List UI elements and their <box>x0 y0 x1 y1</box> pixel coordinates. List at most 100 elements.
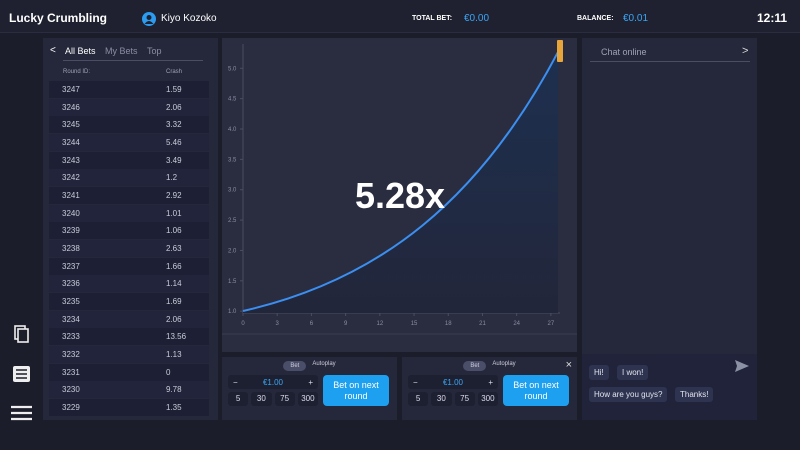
bet-row: 3245 3.32 <box>49 116 209 134</box>
crash-value: 1.69 <box>166 297 182 307</box>
quick-bet[interactable]: 75 <box>454 392 475 406</box>
game-chart: 0 3 6 9 12 15 18 21 24 27 1.0 1.5 2.0 2.5 3.0 3.5 4.0 4.5… <box>222 38 577 352</box>
tab[interactable]: My Bets <box>105 46 138 56</box>
bet-button[interactable]: Bet on next round <box>503 375 569 406</box>
minus-button[interactable]: − <box>413 377 418 387</box>
round-id: 3246 <box>62 102 80 112</box>
bet-row: 3243 3.49 <box>49 151 209 169</box>
multiplier: 5.28x <box>355 175 445 216</box>
bet-row: 3247 1.59 <box>49 81 209 98</box>
list-icon[interactable] <box>13 366 30 382</box>
curve-area <box>243 52 558 313</box>
round-id: 3236 <box>62 279 80 289</box>
y-tick-label: 3.5 <box>228 157 237 163</box>
y-tick-label: 4.5 <box>228 97 237 103</box>
tab[interactable]: All Bets <box>65 46 96 56</box>
crash-value: 2.92 <box>166 191 182 201</box>
x-tick-label: 21 <box>479 321 486 327</box>
quick-bet[interactable]: 5 <box>408 392 429 406</box>
y-tick-label: 2.0 <box>228 248 237 254</box>
column-header: Round ID: <box>63 69 91 75</box>
crash-value: 1.35 <box>166 403 182 413</box>
divider <box>63 60 203 61</box>
x-tick-label: 24 <box>513 321 520 327</box>
chat-panel: Chat online > Hi! I won! How are you guy… <box>582 38 757 420</box>
quick-bet[interactable]: 30 <box>251 392 272 406</box>
crash-value: 1.66 <box>166 261 182 271</box>
y-tick-label: 1.0 <box>228 309 237 315</box>
bet-amount[interactable]: €1.00 <box>262 377 284 387</box>
close-button[interactable]: × <box>565 359 572 371</box>
bet-row: 3229 1.35 <box>49 399 209 417</box>
crash-value: 13.56 <box>166 332 187 342</box>
top-bar: Lucky Crumbling Kiyo Kozoko TOTAL BET: €… <box>0 0 800 33</box>
bet-row: 3237 1.66 <box>49 257 209 275</box>
bet-row: 3233 13.56 <box>49 328 209 346</box>
quick-bet[interactable]: 5 <box>228 392 249 406</box>
x-tick-label: 6 <box>310 321 314 327</box>
minus-button[interactable]: − <box>233 377 238 387</box>
quick-bet[interactable]: 300 <box>297 392 318 406</box>
round-id: 3247 <box>62 85 80 94</box>
quick-bet[interactable]: 30 <box>431 392 452 406</box>
tab[interactable]: Autoplay <box>312 361 336 367</box>
round-id: 3240 <box>62 208 80 218</box>
crash-curve <box>242 51 559 312</box>
tab[interactable]: Autoplay <box>492 361 516 367</box>
bet-row: 3231 0 <box>49 363 209 381</box>
bet-row: 3241 2.92 <box>49 187 209 205</box>
y-tick-label: 3.0 <box>228 188 237 194</box>
y-tick-label: 4.0 <box>228 127 237 133</box>
back-arrow[interactable]: < <box>50 45 56 56</box>
quick-bet[interactable]: 75 <box>274 392 295 406</box>
crash-value: 3.49 <box>166 155 182 165</box>
round-id: 3229 <box>62 403 80 413</box>
bet-amount[interactable]: €1.00 <box>442 377 464 387</box>
crash-value: 5.46 <box>166 138 182 147</box>
side-menu <box>11 325 32 421</box>
crash-value: 2.63 <box>166 244 182 254</box>
bet-row: 3242 1.2 <box>49 169 209 187</box>
user-icon <box>142 12 156 26</box>
tab[interactable]: Top <box>147 46 162 56</box>
round-id: 3233 <box>62 332 80 342</box>
quick-bet[interactable]: 300 <box>477 392 498 406</box>
round-id: 3245 <box>62 120 80 130</box>
app-title: Lucky Crumbling <box>9 11 108 25</box>
crash-value: 1.2 <box>166 173 178 183</box>
round-id: 3244 <box>62 138 80 147</box>
chat-toggle[interactable]: > <box>742 45 749 57</box>
bet-row: 3230 9.78 <box>49 381 209 399</box>
chat-message: Thanks! <box>675 387 714 402</box>
menu-icon[interactable] <box>11 405 32 421</box>
crash-value: 0 <box>166 367 171 377</box>
send-button[interactable] <box>734 359 750 373</box>
total-bet: €0.00 <box>464 13 490 24</box>
chat-title: Chat online <box>601 47 647 57</box>
tab[interactable]: Bet <box>463 361 487 371</box>
x-tick-label: 12 <box>376 321 383 327</box>
round-id: 3237 <box>62 261 80 271</box>
round-id: 3238 <box>62 244 80 254</box>
plus-button[interactable]: + <box>488 377 493 387</box>
tab[interactable]: Bet <box>283 361 307 371</box>
user-name[interactable]: Kiyo Kozoko <box>161 13 217 24</box>
crash-value: 1.01 <box>166 208 182 218</box>
x-tick-label: 3 <box>276 321 280 327</box>
bet-row: 3246 2.06 <box>49 98 209 116</box>
crash-value: 3.32 <box>166 120 182 130</box>
crash-value: 9.78 <box>166 385 182 395</box>
copy-icon[interactable] <box>14 325 29 343</box>
bet-panel: × Bet Autoplay − €1.00 + 5 30 75 300 Bet on ne… <box>402 357 577 420</box>
rocket-marker <box>557 40 563 62</box>
y-tick-label: 1.5 <box>228 279 237 285</box>
plus-button[interactable]: + <box>308 377 313 387</box>
x-tick-label: 0 <box>241 321 245 327</box>
bets-panel: < All Bets My Bets Top Round ID: Crash 3… <box>43 38 218 420</box>
bet-row: 3238 2.63 <box>49 240 209 258</box>
crash-value: 1.14 <box>166 279 182 289</box>
total-bet-label: TOTAL BET: <box>412 15 453 22</box>
column-header: Crash <box>166 69 183 75</box>
bet-button[interactable]: Bet on next round <box>323 375 389 406</box>
